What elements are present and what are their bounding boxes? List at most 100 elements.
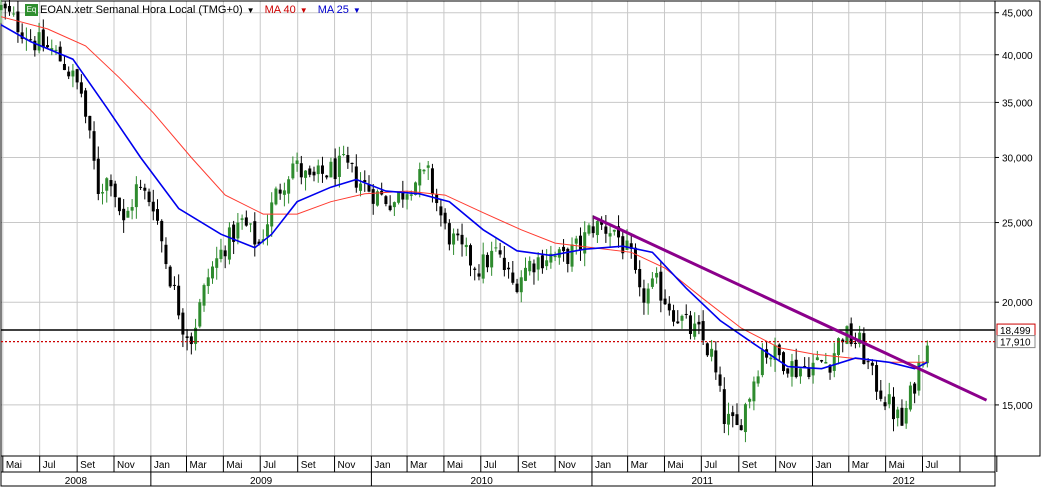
candle-body [337,155,341,177]
candle-body [54,49,58,51]
candle-body [866,361,870,363]
candle-body [312,171,316,176]
candle-body [642,288,646,303]
candle-body [414,182,418,195]
y-tick-label: 15,000 [1002,401,1033,412]
candle-body [160,220,164,242]
candle-body [604,226,608,234]
candle-body [769,357,773,360]
candle-body [743,404,747,433]
candle-body [883,402,887,407]
candle-body [139,186,143,188]
candle-body [756,376,760,384]
candle-body [164,244,168,265]
candle-body [896,409,900,419]
x-tick-label: Jul [704,460,717,471]
x-tick-label: Nov [779,460,797,471]
candle-body [244,217,248,226]
candle-body [625,240,629,250]
candle-body [477,273,481,277]
candle-body [502,257,506,270]
candle-body [304,170,308,178]
candle-body [617,226,621,238]
candle-body [33,40,37,51]
x-tick-label: Jul [925,460,938,471]
candle-body [621,236,625,254]
candle-body [562,246,566,252]
candle-body [359,183,363,191]
x-tick-label: Jan [154,460,170,471]
candle-body [515,283,519,292]
candle-body [612,229,616,232]
x-tick-label: Jul [43,460,56,471]
candle-body [714,350,718,373]
candle-body [574,238,578,244]
candle-body [67,71,71,77]
candle-body [232,224,236,242]
symbol-dropdown-icon[interactable]: ▼ [246,5,255,15]
candle-body [88,115,92,131]
candle-body [760,349,764,376]
x-tick-label: Mar [852,460,870,471]
candle-body [549,253,553,263]
ma25-dropdown-icon[interactable]: ▼ [352,5,361,15]
x-tick-label: Mai [889,460,905,471]
y-tick-label: 35,000 [1002,98,1033,109]
candle-body [633,247,637,270]
candle-body [608,233,612,237]
candle-body [798,368,802,377]
candle-body [443,212,447,224]
y-tick-label: 45,000 [1002,9,1033,20]
y-tick-label: 40,000 [1002,51,1033,62]
ma40-legend[interactable]: MA 40 [264,4,296,16]
x-tick-label: Mar [190,460,208,471]
candle-body [532,263,536,273]
candle-body [299,163,303,178]
candle-body [392,202,396,208]
time-axis[interactable] [0,455,996,487]
x-tick-label: Set [80,460,95,471]
candle-body [0,4,3,11]
candle-body [536,257,540,270]
ma25-legend[interactable]: MA 25 [317,4,349,16]
candle-body [308,168,312,175]
candle-body [12,13,16,15]
candle-body [748,398,752,402]
candle-body [122,208,126,221]
price-label: 17,910 [1000,338,1031,349]
candle-body [904,407,908,424]
candle-body [194,327,198,344]
candle-body [638,268,642,288]
candle-body [143,187,147,191]
candle-body [523,267,527,281]
candle-body [519,277,523,293]
candle-body [101,192,105,194]
candle-body [452,233,456,245]
chart-legend: Eq EOAN.xetr Semanal Hora Local (TMG+0) … [25,3,371,17]
symbol-title[interactable]: EOAN.xetr Semanal Hora Local (TMG+0) [40,4,243,16]
candle-body [126,210,130,218]
candle-body [257,241,261,244]
candle-body [815,357,819,361]
candle-body [908,385,912,410]
candle-body [134,184,138,208]
trendline[interactable] [592,215,988,402]
candle-body [401,190,405,200]
candle-body [841,339,845,343]
candle-body [697,321,701,325]
y-tick-label: 30,000 [1002,153,1033,164]
x-tick-label: Set [301,460,316,471]
price-axis[interactable] [994,0,1041,457]
candle-body [316,165,320,175]
ma40-dropdown-icon[interactable]: ▼ [299,5,308,15]
plot-area[interactable] [1,1,995,456]
candle-body [672,310,676,322]
candle-body [790,361,794,377]
candle-body [384,196,388,205]
candle-body [862,333,866,365]
candle-body [62,63,66,71]
year-label: 2011 [691,476,713,487]
x-tick-label: Nov [338,460,356,471]
